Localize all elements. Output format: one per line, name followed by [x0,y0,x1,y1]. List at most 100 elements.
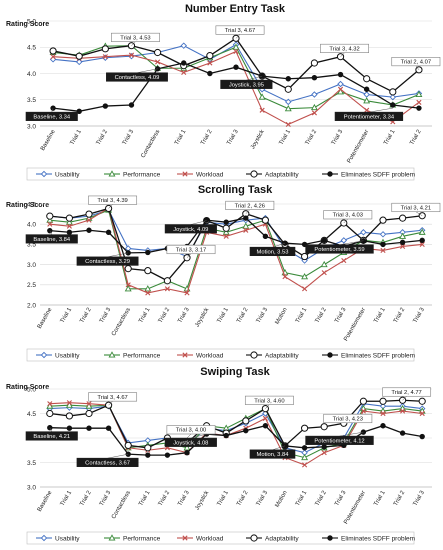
annotation-box [25,431,78,441]
legend-label: Usability [55,352,80,359]
data-point [40,170,48,178]
annotation-leader [108,204,113,209]
data-point [301,445,308,451]
data-point [101,45,109,53]
annotation-label: Trial 3, 4.23 [333,416,363,422]
data-point [363,86,370,92]
data-point [164,286,170,292]
x-tick-label: Trial 2 [393,306,407,324]
annotation: Trial 3, 3.17 [166,244,216,258]
data-point [337,86,344,92]
y-tick-label: 3.5 [27,242,36,249]
data-point [320,423,328,431]
y-tick-label: 3.0 [27,262,36,269]
data-point [337,88,344,95]
series-line [49,217,423,254]
x-tick-label: Trial 1 [138,489,152,507]
x-tick-label: Joystick [194,489,210,511]
annotation-box [220,79,273,89]
data-point [50,54,56,60]
annotation-label: Trial 3, 4.39 [97,198,127,204]
gridlines [40,203,432,306]
data-point [340,237,348,244]
x-tick-label: Trial 2 [158,489,172,507]
data-point [86,401,92,407]
data-point [301,252,309,261]
annotation-box [305,435,374,445]
annotation: Trial 3, 4.67 [215,25,265,39]
annotation-label: Motion, 3.53 [257,249,289,255]
annotation-box [164,437,217,447]
data-point [164,452,171,458]
data-point [206,52,214,60]
y-axis-label: Rating Score [6,202,49,209]
legend-entry: Eliminates SDFF problem [322,352,415,359]
series-line [49,399,423,449]
data-point [363,75,371,83]
annotation-label: Joystick, 4.09 [173,227,208,233]
legend-entry: Usability [36,170,80,178]
x-tick-label: Trial 3 [413,306,427,324]
annotation-leader [343,422,348,427]
data-point [124,285,132,292]
x-tick-label: Baseline [37,489,54,513]
annotation: Contactless, 4.09 [106,68,168,82]
data-point [40,534,48,542]
data-point [400,408,406,414]
x-tick-label: Trial 3 [334,489,348,507]
data-point [243,227,249,233]
annotation: Trial 3, 4.60 [244,395,294,409]
data-point [311,110,317,116]
x-tick-label: Trial 3 [177,306,191,324]
annotation-leader [107,252,129,258]
legend-entry: Adaptability [246,534,299,542]
data-point [163,277,171,285]
annotation-leader [136,68,158,74]
data-point [399,239,406,246]
x-tick-label: Trial 3 [99,489,113,507]
x-tick-label: Trial 1 [70,128,84,146]
data-point [85,409,93,418]
x-tick-label: Trial 1 [295,489,309,507]
data-point [419,237,425,244]
data-point [285,76,291,82]
data-point [250,170,258,178]
data-point [389,88,397,96]
annotation-box [305,244,374,254]
data-point [285,98,292,106]
annotation-leader [49,230,52,235]
legend-label: Adaptability [265,171,299,178]
annotation: Potentiometer, 4.12 [305,431,374,445]
data-point [102,103,109,109]
data-point [310,59,318,67]
legend-entry: Workload [177,352,224,359]
annotation-leader [339,431,364,437]
x-tick-label: Trial 2 [79,489,93,507]
annotation: Trial 3, 4.32 [320,43,369,57]
data-point [125,282,131,288]
annotation-label: Baseline, 4.21 [33,434,70,440]
legend-label: Eliminates SDFF problem [341,171,415,178]
annotation-label: Trial 3, 4.03 [333,213,363,219]
annotation-leader [186,253,192,258]
data-point [181,69,187,76]
chart-panel-2: Scrolling Task Rating Score 2.0 2.5 3.0 3.5 4.… [6,184,441,362]
x-tick-label: Contactless [140,129,161,159]
data-point [321,450,327,456]
data-point [144,444,152,452]
data-point [380,247,386,254]
data-point [144,267,152,275]
data-point [102,54,108,60]
data-point [207,70,213,77]
data-point [47,401,53,407]
data-point [182,352,188,358]
data-point [46,216,54,223]
data-point [144,285,152,292]
data-point [124,441,132,449]
data-point [182,171,188,177]
data-point [155,59,161,65]
data-point [184,450,190,456]
annotation-leader [368,107,393,113]
annotation: Contactless, 3.67 [76,453,139,467]
annotation-box [76,256,139,266]
